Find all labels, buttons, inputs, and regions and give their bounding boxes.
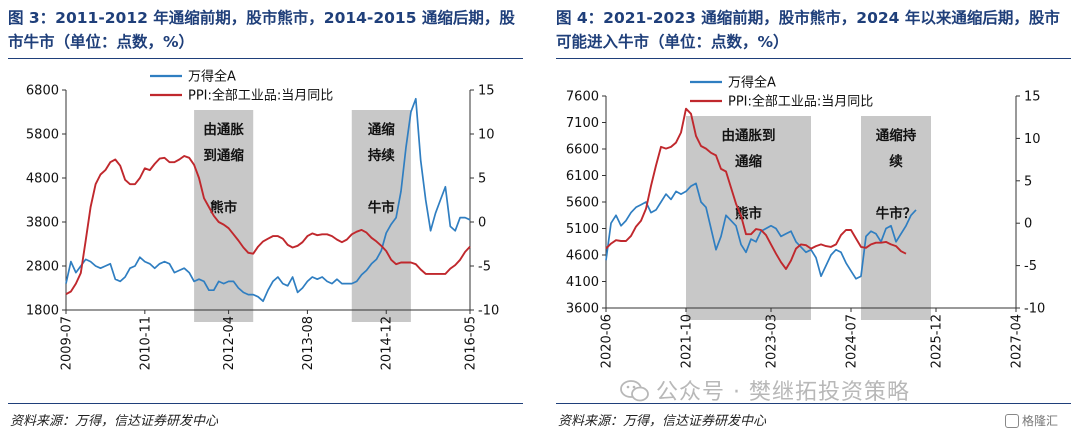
figure-4-source: 资料来源：万得，信达证券研发中心 [558, 414, 767, 429]
x-tick-2012-04: 2012-04 [222, 316, 237, 370]
wechat-icon [620, 380, 649, 402]
brand-logo-icon [1005, 414, 1019, 428]
shaded-region-1-label-2: 通缩 [735, 153, 763, 170]
y-left-tick-2800: 2800 [26, 260, 59, 275]
y-left-tick-5800: 5800 [26, 128, 59, 143]
shaded-region-1-label-1: 由通胀到 [722, 127, 776, 144]
series-ppi-line [65, 155, 471, 296]
y-left-tick-5600: 5600 [566, 196, 599, 211]
series-ppi-line [605, 107, 907, 270]
shaded-region-1-label-1: 由通胀 [203, 121, 244, 138]
figure-3-bottom-rule [8, 403, 523, 404]
y-left-tick-6800: 6800 [26, 84, 59, 99]
figure-3-panel: 图 3：2011-2012 年通缩前期，股市熊市，2014-2015 通缩后期，… [0, 0, 532, 440]
watermark-text: 公众号 · 樊继拓投资策略 [656, 380, 910, 405]
figure-3-top-rule [8, 58, 523, 59]
y-right-tick--5: -5 [1024, 259, 1037, 274]
shaded-region-2-label-1: 通缩 [368, 121, 395, 138]
shaded-region-1-label-2: 到通缩 [203, 147, 244, 164]
x-tick-2021-10: 2021-10 [680, 314, 695, 368]
shaded-region-1-label-4: 熊市 [210, 199, 237, 216]
series-wind-all-a-line [65, 97, 471, 303]
figure-4-top-rule [556, 58, 1071, 59]
figure-4-chart: 由通胀到通缩熊市通缩持续牛市？3600410046005100560061006… [566, 75, 1045, 369]
y-left-tick-4600: 4600 [566, 249, 599, 264]
figure-3-source: 资料来源：万得，信达证券研发中心 [10, 414, 219, 429]
shaded-region-2 [861, 116, 931, 320]
y-right-tick--10: -10 [1024, 302, 1045, 317]
y-right-tick-15: 15 [1024, 90, 1041, 105]
y-right-tick-10: 10 [478, 128, 495, 143]
shaded-region-2-label-2: 续 [889, 153, 903, 170]
shaded-region-2-label-1: 通缩持 [876, 127, 917, 144]
corner-brand-text: 格隆汇 [1022, 414, 1059, 428]
x-tick-2014-12: 2014-12 [380, 316, 395, 370]
y-left-tick-3800: 3800 [26, 216, 59, 231]
x-tick-2009-07: 2009-07 [60, 316, 75, 370]
y-right-tick--10: -10 [478, 304, 499, 319]
corner-brand: 格隆汇 [1005, 412, 1058, 429]
figure-3-title: 图 3：2011-2012 年通缩前期，股市熊市，2014-2015 通缩后期，… [8, 9, 515, 51]
y-right-tick-15: 15 [478, 84, 495, 99]
shaded-region-2-label-4: 牛市 [368, 199, 395, 216]
x-tick-2016-05: 2016-05 [464, 316, 479, 370]
y-left-tick-6600: 6600 [566, 143, 599, 158]
y-left-tick-4800: 4800 [26, 172, 59, 187]
y-left-tick-1800: 1800 [26, 304, 59, 319]
x-tick-2010-11: 2010-11 [138, 316, 153, 370]
legend-label-1: 万得全A [188, 69, 236, 85]
shaded-region-2-label-4: 牛市？ [876, 205, 917, 222]
shaded-region-2-label-2: 持续 [368, 147, 395, 164]
y-right-tick-5: 5 [478, 172, 486, 187]
figure-4-panel: 图 4：2021-2023 通缩前期，股市熊市，2024 年以来通缩后期，股市可… [548, 0, 1080, 440]
y-left-tick-4100: 4100 [566, 275, 599, 290]
x-tick-2025-12: 2025-12 [930, 314, 945, 368]
y-right-tick-0: 0 [478, 216, 486, 231]
x-tick-2023-03: 2023-03 [765, 314, 780, 368]
x-tick-2013-08: 2013-08 [301, 316, 316, 370]
y-left-tick-7600: 7600 [566, 90, 599, 105]
legend-label-1: 万得全A [728, 75, 776, 91]
shaded-region-2 [351, 110, 411, 322]
figure-4-title: 图 4：2021-2023 通缩前期，股市熊市，2024 年以来通缩后期，股市可… [556, 9, 1060, 51]
watermark: 公众号 · 樊继拓投资策略 [620, 374, 910, 406]
x-tick-2024-07: 2024-07 [845, 314, 860, 368]
y-right-tick-5: 5 [1024, 174, 1032, 189]
shaded-region-1 [194, 110, 254, 322]
y-left-tick-7100: 7100 [566, 116, 599, 131]
legend-label-2: PPI:全部工业品:当月同比 [728, 94, 873, 110]
x-tick-2027-04: 2027-04 [1010, 314, 1025, 368]
figure-4-bottom-rule [556, 403, 1071, 404]
legend-label-2: PPI:全部工业品:当月同比 [188, 88, 333, 104]
y-right-tick-0: 0 [1024, 217, 1032, 232]
x-tick-2020-06: 2020-06 [600, 314, 615, 368]
y-left-tick-6100: 6100 [566, 169, 599, 184]
y-left-tick-5100: 5100 [566, 222, 599, 237]
y-right-tick--5: -5 [478, 260, 491, 275]
y-left-tick-3600: 3600 [566, 302, 599, 317]
y-right-tick-10: 10 [1024, 132, 1041, 147]
